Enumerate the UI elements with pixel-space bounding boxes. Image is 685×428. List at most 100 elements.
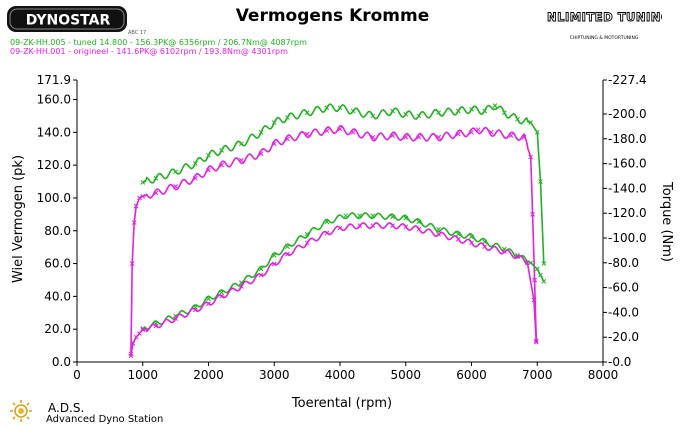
data-point — [258, 266, 264, 272]
data-point — [140, 180, 146, 185]
chart-axes: 0 1000 2000 3000 4000 5000 6000 7000 8000 0.0 20.0… — [37, 73, 647, 382]
series-line — [130, 222, 538, 356]
y2-top-tick-label: -227.4 — [608, 73, 647, 87]
data-point — [133, 334, 139, 340]
dynostar-logo: DYNOSTAR — [7, 6, 127, 32]
data-point — [528, 120, 534, 125]
y2-tick-label: -200.0 — [608, 107, 647, 121]
data-point — [133, 203, 139, 209]
y-top-tick-label: 171.9 — [37, 73, 71, 87]
data-point — [343, 213, 349, 219]
data-point — [370, 113, 376, 119]
y2-tick-label: -180.0 — [608, 132, 647, 146]
data-point — [357, 213, 363, 219]
data-point — [482, 244, 488, 250]
data-point — [128, 353, 134, 359]
y2-tick-label: -160.0 — [608, 157, 647, 171]
data-point — [324, 128, 330, 134]
data-point — [530, 212, 536, 217]
data-point — [403, 111, 409, 117]
data-point — [173, 184, 178, 189]
y-tick-label: 0.0 — [52, 355, 71, 369]
data-point — [192, 175, 198, 181]
data-point — [206, 167, 211, 173]
y-tick-label: 140.0 — [37, 125, 71, 139]
series-line — [142, 103, 545, 264]
data-point — [271, 261, 277, 267]
data-point — [324, 105, 330, 111]
data-point — [206, 301, 211, 307]
data-point — [137, 195, 142, 201]
data-point — [416, 113, 422, 119]
data-point — [285, 251, 290, 257]
x-tick-label: 2000 — [193, 368, 224, 382]
data-point — [534, 129, 540, 135]
data-point — [131, 220, 137, 225]
data-point — [137, 331, 142, 336]
unlimited-tuning-logo: UNLIMITED TUNING CHIPTUNING & MOTORTUNIN… — [546, 10, 662, 41]
x-tick-label: 1000 — [127, 368, 158, 382]
unlimited-tuning-logo-sub: CHIPTUNING & MOTORTUNING — [570, 35, 639, 41]
unlimited-tuning-logo-text: UNLIMITED TUNING — [546, 10, 662, 24]
data-point — [350, 129, 356, 135]
data-point — [532, 277, 537, 283]
data-point — [324, 219, 330, 225]
data-point — [285, 115, 290, 120]
dynostar-logo-sub-text: ABC 17 — [128, 30, 146, 36]
data-point — [153, 323, 159, 329]
data-point — [515, 254, 520, 259]
data-point — [455, 108, 461, 114]
dynostar-logo-text: DYNOSTAR — [26, 13, 111, 29]
x-tick-label: 3000 — [259, 368, 290, 382]
data-point — [140, 327, 146, 333]
data-point — [482, 108, 488, 114]
dynostar-logo-sub: ABC 17 — [128, 30, 146, 36]
data-point — [469, 107, 474, 112]
data-point — [469, 234, 474, 240]
data-point — [403, 224, 409, 230]
data-point — [192, 161, 198, 166]
data-point — [469, 129, 474, 135]
data-point — [219, 148, 225, 153]
x-tick-label: 5000 — [390, 368, 421, 382]
data-point — [538, 179, 543, 184]
data-point — [304, 131, 310, 137]
y-tick-label: 20.0 — [44, 322, 71, 336]
y2-tick-label: -120.0 — [608, 206, 647, 220]
chart-title: Vermogens Kromme — [235, 6, 430, 26]
data-point — [219, 162, 225, 168]
data-point — [337, 105, 343, 111]
data-point — [390, 223, 395, 228]
data-point — [153, 190, 159, 196]
x-axis-label: Toerental (rpm) — [291, 396, 392, 411]
data-point — [508, 133, 514, 138]
data-point — [239, 284, 244, 289]
y-tick-label: 40.0 — [44, 289, 71, 303]
y2-tick-label: -80.0 — [608, 256, 639, 270]
data-point — [416, 134, 422, 140]
data-point — [390, 133, 395, 138]
legend-line-origineel: 09-ZK-HH.001 - origineel - 141.6PK@ 6102… — [10, 47, 288, 56]
data-point — [239, 157, 244, 163]
data-point — [258, 272, 264, 278]
data-point — [357, 223, 363, 228]
data-point — [304, 231, 310, 237]
data-point — [285, 244, 290, 250]
data-point — [370, 213, 376, 219]
data-point — [528, 154, 534, 160]
data-point — [525, 260, 530, 266]
data-point — [192, 307, 198, 313]
data-point — [140, 193, 146, 199]
data-point — [173, 316, 178, 321]
data-point — [534, 266, 540, 272]
data-point — [403, 134, 409, 140]
y2-tick-label: -60.0 — [608, 281, 639, 295]
y-tick-label: 60.0 — [44, 257, 71, 271]
y-tick-label: 160.0 — [37, 93, 71, 107]
data-point — [455, 236, 461, 242]
ads-title: A.D.S. — [48, 401, 85, 415]
data-point — [541, 279, 547, 284]
data-point — [492, 103, 498, 108]
data-point — [206, 296, 211, 302]
